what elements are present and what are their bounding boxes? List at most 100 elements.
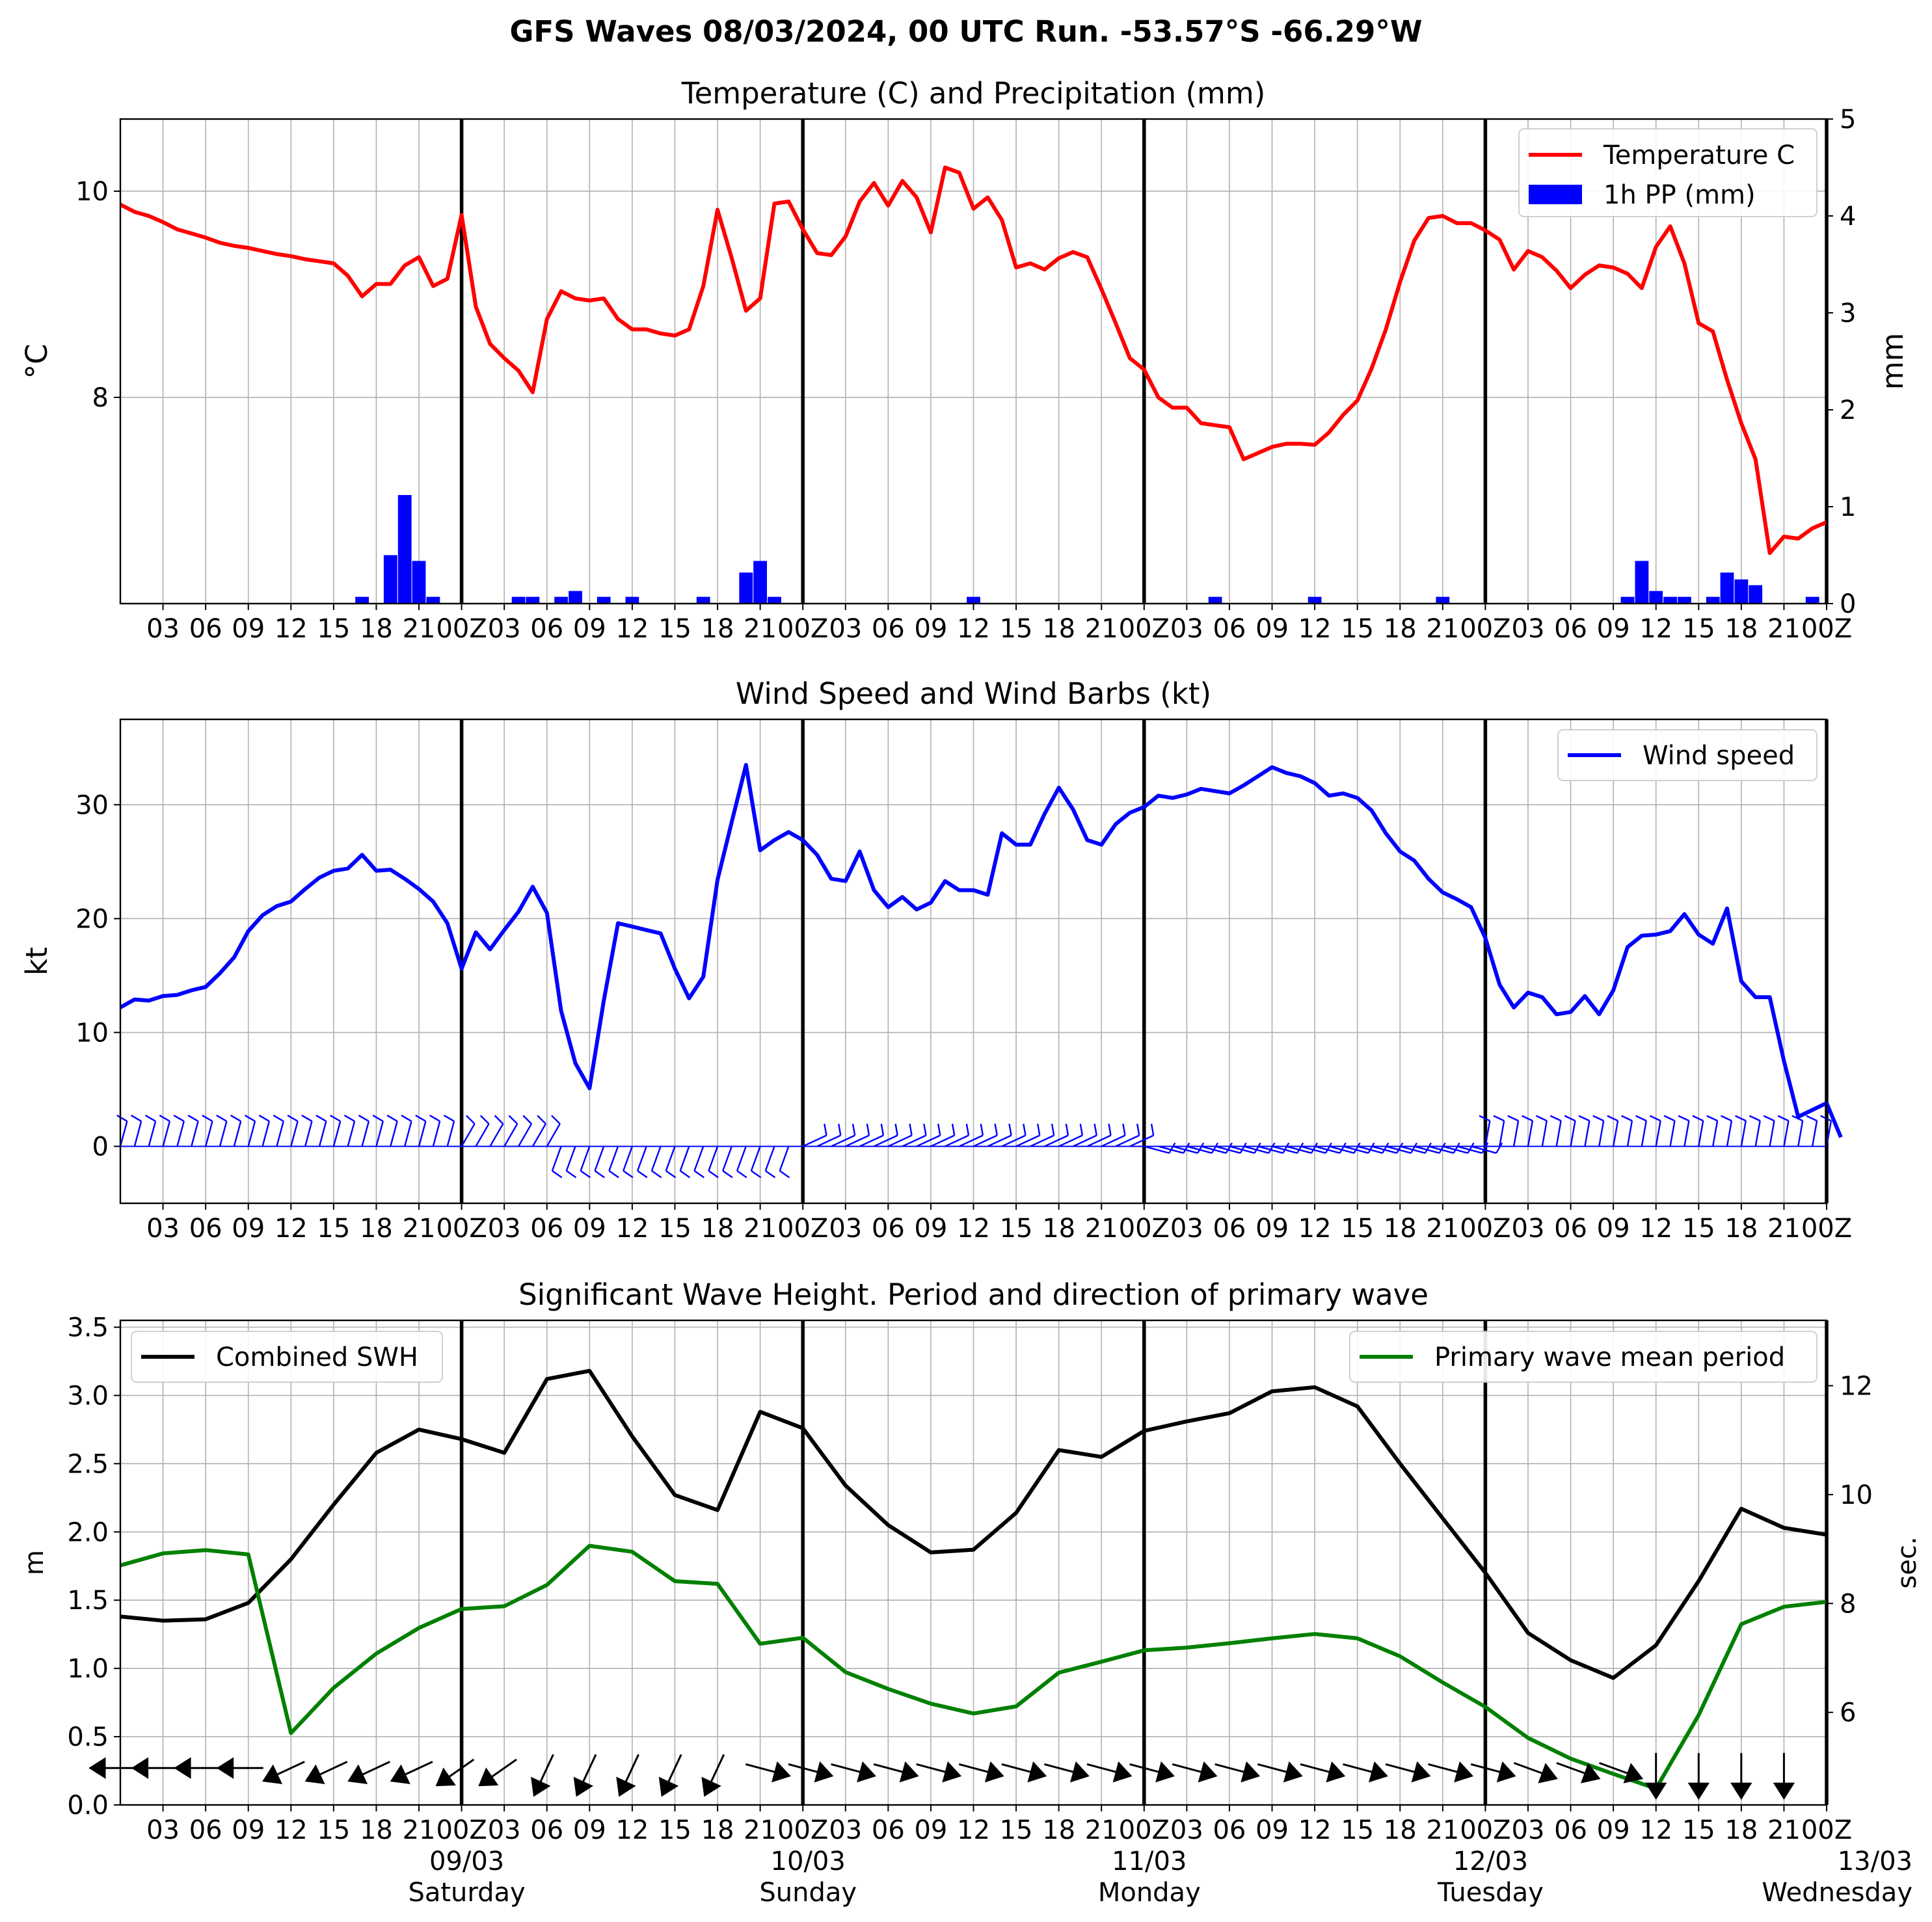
x-tick-label: 12 [1298,1214,1332,1244]
y2-tick-label: 2 [1840,395,1856,425]
wind-barb [779,1146,790,1171]
precip-bar [1805,596,1819,604]
wind-barb [1328,1145,1354,1154]
wind-barb [651,1146,662,1171]
day-boundaries [459,1320,1829,1805]
wind-barb-flag [1663,1115,1676,1122]
wind-barb-flag [623,1170,634,1179]
x-tick-label: 03 [488,614,521,644]
x-tick-label: 15 [1682,1815,1715,1845]
wind-barb [148,1121,157,1147]
wave-direction-arrowhead [1730,1782,1752,1800]
wind-barb [693,1146,704,1171]
wind-barb-flag [1065,1123,1069,1136]
x-tick-label: 06 [1213,1815,1246,1845]
x-tick-label: 09 [914,1214,947,1244]
wind-barb [816,1134,841,1147]
x-tick-label: 18 [360,614,393,644]
x-tick-label: 21 [1085,1214,1118,1244]
wind-barb [1598,1120,1605,1147]
wind-barb-flag [852,1123,856,1136]
x-tick-label: 15 [1341,1214,1374,1244]
x-tick-label: 21 [1426,614,1459,644]
wind-barb [1726,1120,1733,1147]
x-tick-label: 03 [1512,614,1545,644]
wind-barb [764,1146,775,1171]
x-tick-label: 06 [872,1214,905,1244]
wind-barb-flag [1093,1123,1097,1136]
legend-precip-label: 1h PP (mm) [1603,180,1756,210]
day-name-label: Wednesday [1762,1878,1912,1908]
wind-barb [1015,1134,1040,1147]
wind-barb-flag [566,1170,577,1179]
wind-barb-flag [779,1170,790,1179]
wind-barb [1187,1145,1213,1154]
x-tick-label: 03 [1170,1214,1203,1244]
y2-tick-label: 4 [1840,202,1856,232]
wind-barb-flag [751,1170,762,1179]
x-tick-label: 03 [829,614,862,644]
wave-direction-arrowhead [899,1761,919,1783]
wave-direction-arrowhead [616,1776,636,1797]
wind-barb [1428,1145,1454,1154]
precip-bar [426,596,440,604]
wind-barb [1499,1120,1505,1147]
day-date-label: 12/03 [1453,1847,1528,1876]
x-tick-label: 12 [1639,614,1672,644]
wind-barb [276,1121,284,1147]
x-tick-label: 06 [189,1214,222,1244]
y-tick-label: 3.0 [67,1381,109,1411]
wind-barb-flag [1493,1115,1505,1122]
grid-lines [120,1320,1827,1806]
wave-direction-arrowhead [1580,1763,1601,1783]
x-tick-label: 18 [701,614,734,644]
wind-barb [1229,1145,1255,1154]
wind-barb [987,1134,1012,1147]
day-date-label: 13/03 [1838,1847,1912,1876]
x-tick-label: 12 [275,1214,308,1244]
wind-barb [1144,1145,1170,1154]
x-tick-label: 06 [872,614,905,644]
wind-barb [1641,1120,1647,1147]
wind-barb-flag [1254,1142,1261,1154]
y-tick-label: 10 [75,177,109,207]
y2-tick-label: 0 [1840,589,1856,619]
wind-barb [119,1121,128,1147]
wind-barb [1711,1120,1719,1147]
x-tick-label: 18 [1724,1815,1758,1845]
wind-barb-flag [330,1114,341,1122]
wind-barb-flag [216,1114,227,1122]
x-tick-label: 21 [1767,614,1801,644]
wind-barb-flag [1522,1115,1533,1122]
wave-direction-arrowhead [131,1757,149,1780]
wind-barb-flag [1791,1115,1803,1122]
wind-barb [489,1123,504,1147]
wind-barb-flag [343,1114,355,1122]
y-tick-label: 3.5 [67,1313,109,1342]
wave-direction-arrowhead [1411,1761,1431,1783]
wind-barb [1584,1120,1590,1147]
x-tick-label: 06 [530,1815,563,1845]
wind-barb [551,1146,562,1171]
x-tick-label: 12 [957,614,990,644]
wind-barb [262,1121,271,1147]
wave-direction-arrowhead [1027,1761,1047,1783]
wind-barb [1343,1145,1369,1154]
plot-frame [119,118,1828,605]
wind-barb [247,1121,256,1147]
wind-barb [233,1121,242,1147]
wind-barb [1243,1145,1269,1154]
x-tick-label: 21 [1767,1815,1801,1845]
wave-direction-arrowhead [1454,1761,1474,1783]
wind-barb-flag [980,1123,984,1136]
wind-barb [1257,1145,1283,1154]
wind-barb-flag [708,1170,719,1179]
legend-box [131,1331,443,1383]
wind-barb-flag [937,1123,941,1136]
wind-barb-flag [994,1123,998,1136]
period-line [120,1543,1827,1791]
wind-barb [831,1134,855,1147]
wind-barb [1442,1145,1468,1154]
precip-bar [511,596,526,604]
wind-barb [1044,1134,1069,1147]
